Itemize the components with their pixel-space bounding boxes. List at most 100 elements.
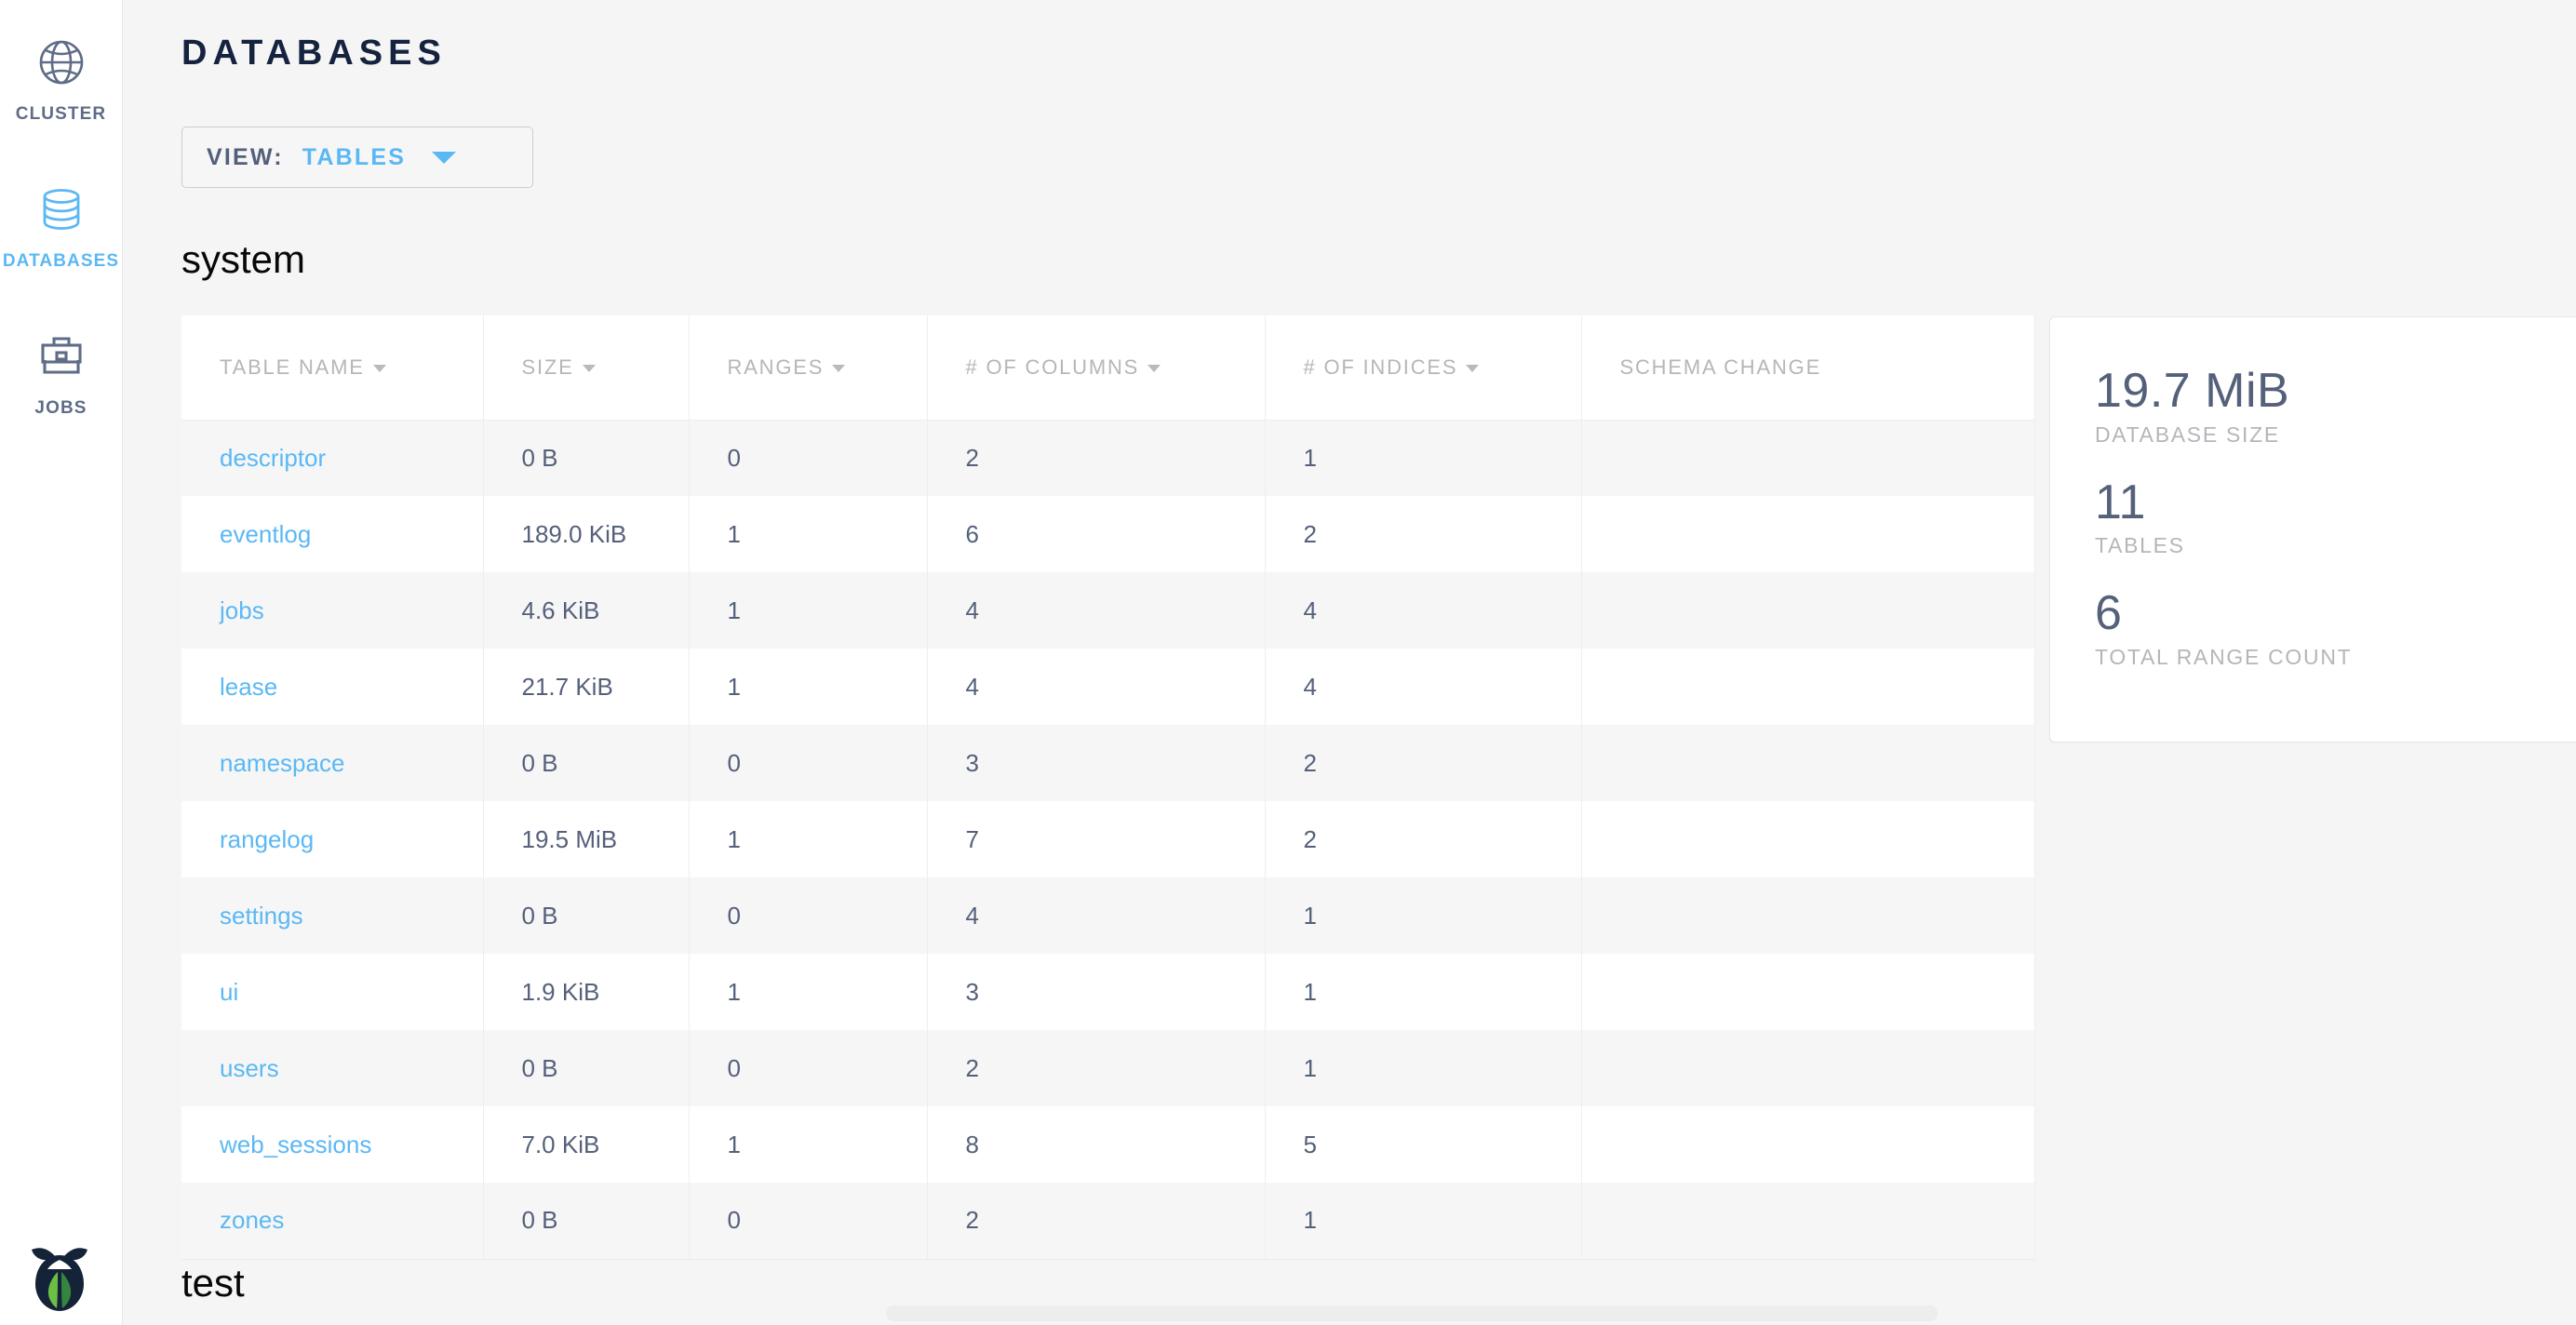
table-name-link[interactable]: namespace [220, 748, 345, 777]
column-header-table-name[interactable]: TABLE NAME [181, 315, 484, 421]
cell-size: 7.0 KiB [483, 1106, 690, 1183]
globe-icon [34, 35, 88, 89]
cell-size: 0 B [483, 1030, 690, 1106]
cell-indices: 1 [1265, 954, 1582, 1030]
cell-columns: 4 [927, 572, 1266, 649]
cell-schema-change [1581, 496, 2035, 572]
column-header-size[interactable]: SIZE [483, 315, 690, 421]
cell-schema-change [1581, 1030, 2035, 1106]
column-header-label: RANGES [727, 355, 825, 379]
cell-columns: 8 [927, 1106, 1266, 1183]
cell-columns: 6 [927, 496, 1266, 572]
cell-schema-change [1581, 801, 2035, 877]
cell-size: 1.9 KiB [483, 954, 690, 1030]
cell-table-name: descriptor [181, 420, 484, 496]
table-name-link[interactable]: ui [220, 977, 239, 1006]
cell-columns: 2 [927, 1183, 1266, 1260]
stat-value: 19.7 MiB [2095, 364, 2290, 418]
cell-schema-change [1581, 877, 2035, 954]
stat-total-range-count: 6 TOTAL RANGE COUNT [2095, 588, 2576, 670]
database-icon [34, 182, 88, 236]
cell-size: 189.0 KiB [483, 496, 690, 572]
cell-indices: 5 [1265, 1106, 1582, 1183]
scrollbar-thumb[interactable] [886, 1305, 1938, 1321]
column-header-num-columns[interactable]: # OF COLUMNS [927, 315, 1266, 421]
table-row: eventlog 189.0 KiB 1 6 2 [181, 496, 2035, 572]
cell-ranges: 0 [689, 1183, 928, 1260]
cell-indices: 2 [1265, 801, 1582, 877]
view-selector-label: VIEW: [207, 143, 284, 170]
cell-indices: 2 [1265, 725, 1582, 801]
cell-ranges: 1 [689, 572, 928, 649]
sidebar: CLUSTER DATABASES [0, 0, 123, 1325]
cell-table-name: users [181, 1030, 484, 1106]
table-name-link[interactable]: web_sessions [220, 1130, 372, 1158]
table-name-link[interactable]: eventlog [220, 519, 312, 548]
cell-ranges: 0 [689, 877, 928, 954]
cell-columns: 4 [927, 877, 1266, 954]
cockroachdb-logo [24, 1238, 95, 1316]
table-name-link[interactable]: zones [220, 1206, 285, 1235]
table-row: web_sessions 7.0 KiB 1 8 5 [181, 1106, 2035, 1183]
sidebar-item-cluster[interactable]: CLUSTER [0, 20, 123, 167]
view-selector-dropdown[interactable]: VIEW: TABLES [181, 127, 533, 188]
cell-columns: 2 [927, 1030, 1266, 1106]
horizontal-scrollbar[interactable] [123, 1303, 2576, 1325]
table-name-link[interactable]: lease [220, 672, 278, 701]
cell-columns: 7 [927, 801, 1266, 877]
sidebar-item-jobs[interactable]: JOBS [0, 315, 123, 462]
database-summary-card: 19.7 MiB DATABASE SIZE 11 TABLES 6 TOTAL… [2049, 316, 2576, 743]
briefcase-icon [34, 329, 88, 383]
cell-indices: 1 [1265, 1030, 1582, 1106]
table-name-link[interactable]: descriptor [220, 443, 327, 472]
column-header-label: TABLE NAME [220, 355, 365, 379]
database-name-heading: system [181, 237, 306, 281]
stat-label: DATABASE SIZE [2095, 422, 2280, 447]
sidebar-item-label-cluster: CLUSTER [15, 104, 107, 124]
cell-schema-change [1581, 725, 2035, 801]
table-body: descriptor 0 B 0 2 1 eventlog 189.0 KiB 1 6 2 jobs… [181, 420, 2035, 1260]
cell-ranges: 1 [689, 954, 928, 1030]
table-name-link[interactable]: settings [220, 901, 303, 930]
stat-value: 6 [2095, 586, 2123, 641]
cell-size: 0 B [483, 1183, 690, 1260]
cell-ranges: 1 [689, 1106, 928, 1183]
sort-caret-icon[interactable] [832, 364, 846, 372]
cell-table-name: namespace [181, 725, 484, 801]
stat-database-size: 19.7 MiB DATABASE SIZE [2095, 366, 2576, 448]
chevron-down-icon [432, 151, 457, 164]
cell-table-name: settings [181, 877, 484, 954]
table-name-link[interactable]: users [220, 1053, 279, 1082]
cell-columns: 4 [927, 649, 1266, 725]
table-name-link[interactable]: rangelog [220, 824, 315, 853]
sidebar-item-databases[interactable]: DATABASES [0, 167, 123, 315]
table-name-link[interactable]: jobs [220, 596, 264, 624]
column-header-num-indices[interactable]: # OF INDICES [1265, 315, 1582, 421]
column-header-label: # OF COLUMNS [965, 355, 1140, 379]
main-content: DATABASES VIEW: TABLES system TABLE NAME… [123, 0, 2576, 1325]
table-row: rangelog 19.5 MiB 1 7 2 [181, 801, 2035, 877]
sort-caret-icon[interactable] [582, 364, 596, 372]
table-row: lease 21.7 KiB 1 4 4 [181, 649, 2035, 725]
cell-indices: 2 [1265, 496, 1582, 572]
sort-caret-icon[interactable] [1147, 364, 1161, 372]
stat-value: 11 [2095, 475, 2146, 529]
sort-caret-icon[interactable] [1466, 364, 1480, 372]
cell-columns: 3 [927, 725, 1266, 801]
stat-label: TABLES [2095, 533, 2185, 558]
tables-table: TABLE NAME SIZE RANGES # OF COLUMNS # OF… [181, 315, 2035, 1260]
column-header-ranges[interactable]: RANGES [689, 315, 928, 421]
view-selector-value: TABLES [302, 143, 407, 170]
cell-ranges: 1 [689, 496, 928, 572]
table-header: TABLE NAME SIZE RANGES # OF COLUMNS # OF… [181, 315, 2035, 421]
column-header-label: SCHEMA CHANGE [1619, 355, 1822, 379]
cell-indices: 1 [1265, 877, 1582, 954]
cell-ranges: 0 [689, 420, 928, 496]
sort-caret-icon[interactable] [372, 364, 386, 372]
cell-size: 0 B [483, 420, 690, 496]
table-row: ui 1.9 KiB 1 3 1 [181, 954, 2035, 1030]
column-header-label: # OF INDICES [1303, 355, 1458, 379]
